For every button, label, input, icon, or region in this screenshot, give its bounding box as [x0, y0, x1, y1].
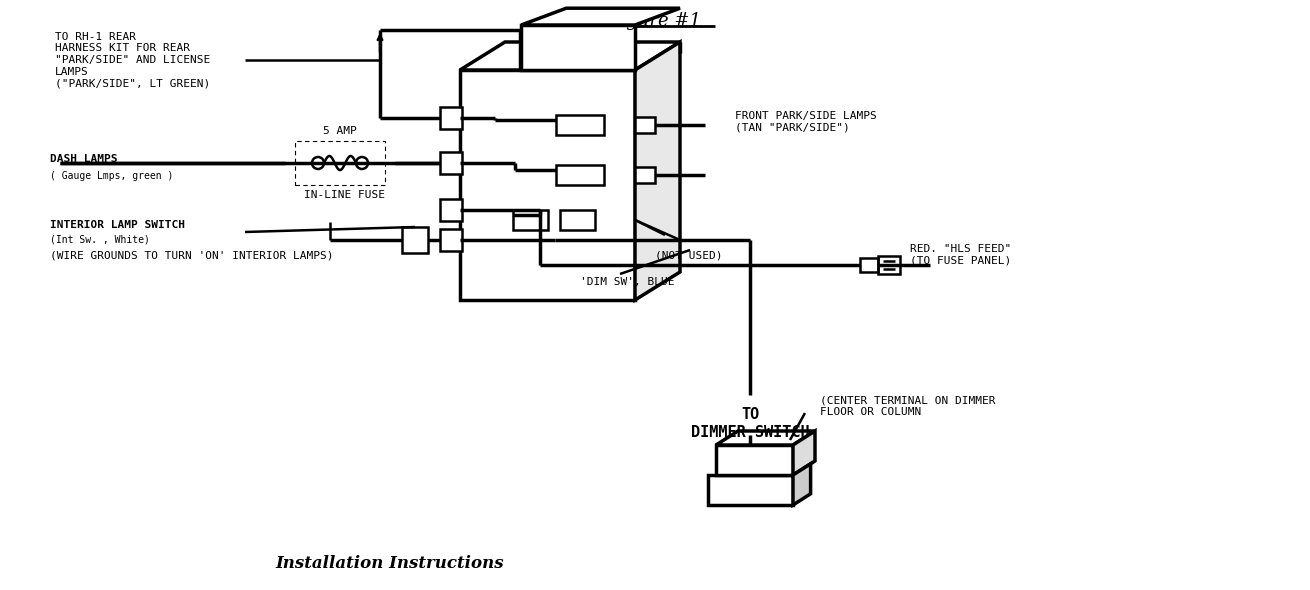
Polygon shape — [717, 431, 815, 445]
Bar — [440, 199, 462, 221]
Polygon shape — [793, 464, 811, 505]
Polygon shape — [460, 42, 680, 70]
Text: DIMMER SWITCH: DIMMER SWITCH — [690, 425, 810, 440]
Bar — [635, 117, 655, 133]
Bar — [440, 107, 462, 129]
Bar — [460, 70, 635, 300]
Bar — [707, 475, 793, 505]
Polygon shape — [793, 431, 815, 475]
Bar — [402, 227, 428, 253]
Text: INTERIOR LAMP SWITCH: INTERIOR LAMP SWITCH — [50, 220, 185, 230]
Text: IN-LINE FUSE: IN-LINE FUSE — [304, 190, 385, 200]
Bar — [717, 445, 793, 475]
Text: TO RH-1 REAR
HARNESS KIT FOR REAR
"PARK/SIDE" AND LICENSE
LAMPS
("PARK/SIDE", LT: TO RH-1 REAR HARNESS KIT FOR REAR "PARK/… — [55, 32, 210, 88]
Bar — [635, 167, 655, 183]
Text: ( Gauge Lmps, green ): ( Gauge Lmps, green ) — [50, 171, 173, 181]
Text: (NOT USED): (NOT USED) — [655, 250, 723, 260]
Text: 5 AMP: 5 AMP — [324, 126, 356, 136]
Polygon shape — [635, 42, 680, 300]
Text: Installation Instructions: Installation Instructions — [275, 555, 504, 572]
Text: RED. "HLS FEED"
(TO FUSE PANEL): RED. "HLS FEED" (TO FUSE PANEL) — [910, 244, 1011, 266]
Text: (WIRE GROUNDS TO TURN 'ON' INTERIOR LAMPS): (WIRE GROUNDS TO TURN 'ON' INTERIOR LAMP… — [50, 251, 334, 261]
Bar — [521, 25, 635, 70]
Bar — [557, 115, 604, 135]
Bar — [878, 256, 900, 274]
Text: TO: TO — [741, 407, 758, 422]
Polygon shape — [521, 8, 680, 25]
Bar — [440, 152, 462, 174]
Bar — [859, 258, 878, 272]
Text: 'DIM SW', BLUE: 'DIM SW', BLUE — [580, 277, 675, 287]
Bar — [440, 229, 462, 251]
Bar — [512, 210, 548, 230]
Text: (Int Sw. , White): (Int Sw. , White) — [50, 235, 149, 245]
Bar — [559, 210, 595, 230]
Bar — [295, 141, 385, 185]
Bar — [557, 165, 604, 185]
Text: DASH LAMPS: DASH LAMPS — [50, 154, 118, 164]
Text: FRONT PARK/SIDE LAMPS
(TAN "PARK/SIDE"): FRONT PARK/SIDE LAMPS (TAN "PARK/SIDE") — [735, 111, 876, 133]
Text: Figure #1: Figure #1 — [609, 12, 701, 30]
Text: (CENTER TERMINAL ON DIMMER
FLOOR OR COLUMN: (CENTER TERMINAL ON DIMMER FLOOR OR COLU… — [820, 395, 996, 417]
